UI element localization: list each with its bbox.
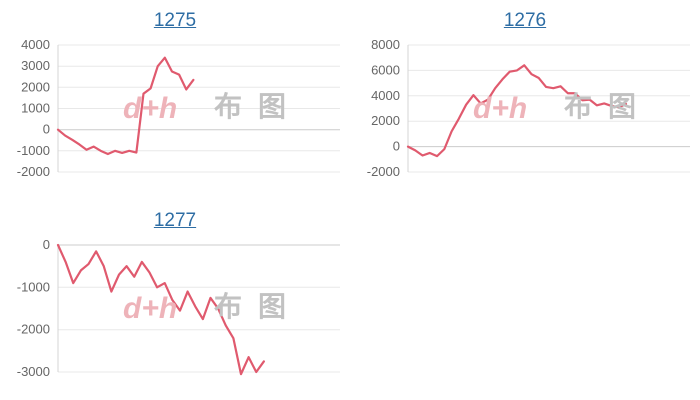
- svg-text:2000: 2000: [371, 113, 400, 128]
- svg-text:4000: 4000: [21, 37, 50, 52]
- svg-text:-2000: -2000: [367, 164, 400, 179]
- svg-text:0: 0: [43, 237, 50, 252]
- svg-text:-3000: -3000: [17, 364, 50, 379]
- svg-text:1000: 1000: [21, 101, 50, 116]
- svg-text:-2000: -2000: [17, 322, 50, 337]
- svg-text:4000: 4000: [371, 88, 400, 103]
- svg-text:6000: 6000: [371, 62, 400, 77]
- svg-text:2000: 2000: [21, 79, 50, 94]
- svg-text:0: 0: [393, 139, 400, 154]
- svg-text:3000: 3000: [21, 58, 50, 73]
- svg-text:-2000: -2000: [17, 164, 50, 179]
- svg-text:0: 0: [43, 122, 50, 137]
- svg-text:-1000: -1000: [17, 143, 50, 158]
- svg-text:-1000: -1000: [17, 279, 50, 294]
- svg-text:8000: 8000: [371, 37, 400, 52]
